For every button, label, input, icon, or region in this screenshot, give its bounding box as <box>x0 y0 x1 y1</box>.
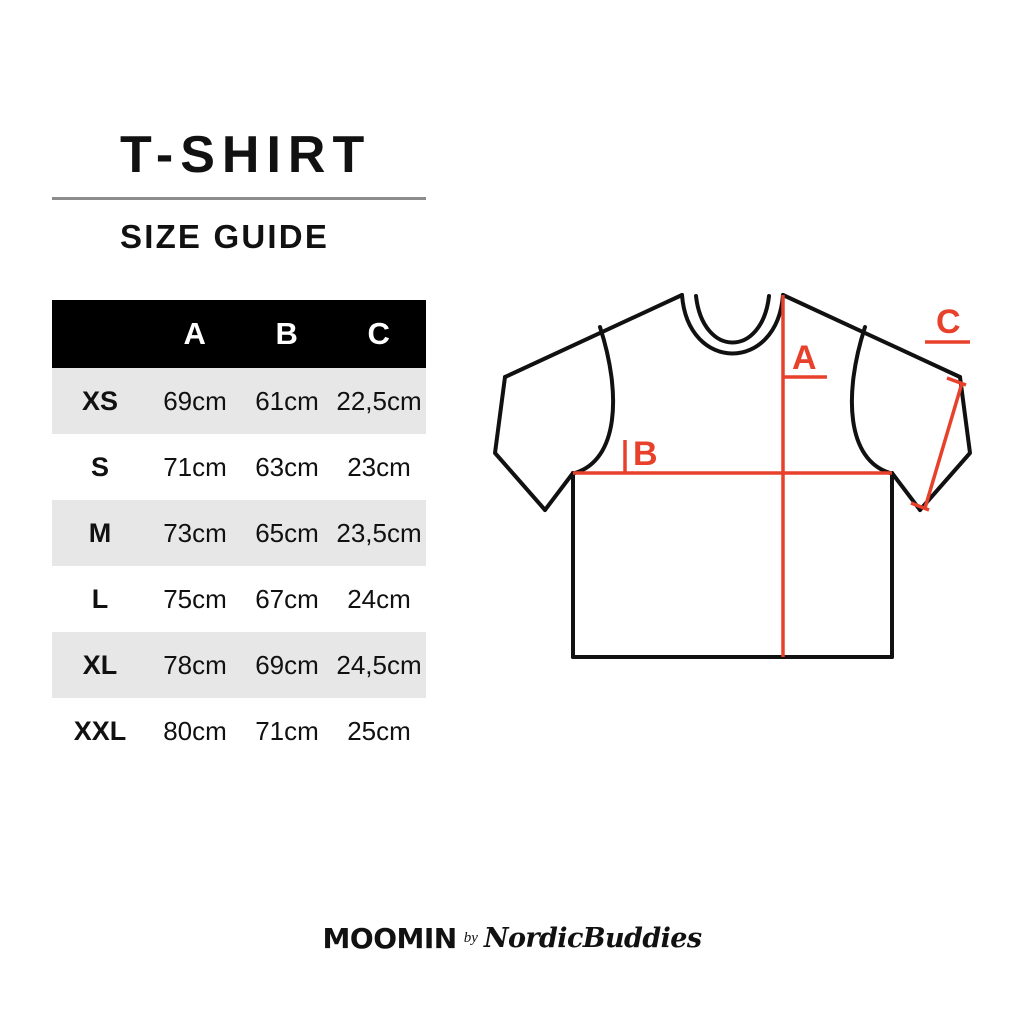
measure-cap-c-bottom <box>910 501 930 512</box>
size-table: A B C XS 69cm 61cm 22,5cm S 71cm 63cm 23… <box>52 300 426 764</box>
measurement-lines <box>573 295 970 657</box>
table-row: XXL 80cm 71cm 25cm <box>52 698 426 764</box>
row-value-a: 69cm <box>163 385 227 416</box>
row-value-c: 25cm <box>347 715 411 746</box>
row-value-a: 71cm <box>163 451 227 482</box>
title-block: T-SHIRT SIZE GUIDE <box>52 128 426 256</box>
column-header-b: B <box>275 316 299 351</box>
row-size-label: L <box>91 583 109 614</box>
table-row: XS 69cm 61cm 22,5cm <box>52 368 426 434</box>
table-header: A B C <box>52 300 426 368</box>
row-size-label: XL <box>82 649 118 680</box>
column-header-a: A <box>183 316 207 351</box>
table-row: M 73cm 65cm 23,5cm <box>52 500 426 566</box>
row-value-c: 23cm <box>347 451 411 482</box>
row-value-c: 23,5cm <box>336 517 422 548</box>
row-value-c: 24cm <box>347 583 411 614</box>
row-value-c: 24,5cm <box>336 649 422 680</box>
row-size-label: XS <box>81 385 119 416</box>
footer-logo: MOOMIN by NordicBuddies <box>0 922 1024 955</box>
row-value-c: 22,5cm <box>336 385 422 416</box>
table-row: L 75cm 67cm 24cm <box>52 566 426 632</box>
row-value-b: 61cm <box>255 385 319 416</box>
row-value-b: 71cm <box>255 715 319 746</box>
table-row: S 71cm 63cm 23cm <box>52 434 426 500</box>
measure-label-a: A <box>792 339 817 377</box>
row-value-a: 80cm <box>163 715 227 746</box>
title-divider <box>52 196 426 200</box>
row-size-label: S <box>90 451 109 482</box>
measure-label-b: B <box>633 435 658 473</box>
row-size-label: XXL <box>73 715 127 746</box>
brand-nordic-buddies: NordicBuddies <box>483 923 702 954</box>
measure-line-c <box>923 382 964 509</box>
measure-label-c: C <box>936 303 961 341</box>
page-subtitle: SIZE GUIDE <box>120 217 330 255</box>
row-value-a: 75cm <box>163 583 227 614</box>
brand-moomin: MOOMIN <box>322 922 458 955</box>
row-size-label: M <box>88 517 112 548</box>
tshirt-diagram: A B C <box>470 265 1010 685</box>
row-value-a: 73cm <box>163 517 227 548</box>
row-value-b: 67cm <box>255 583 319 614</box>
column-header-c: C <box>367 316 391 351</box>
table-row: XL 78cm 69cm 24,5cm <box>52 632 426 698</box>
brand-connector: by <box>463 930 478 946</box>
row-value-a: 78cm <box>163 649 227 680</box>
tshirt-outline-icon <box>493 293 972 659</box>
row-value-b: 65cm <box>255 517 319 548</box>
table-header-row: A B C <box>52 300 426 368</box>
page-title: T-SHIRT <box>120 126 372 184</box>
row-value-b: 69cm <box>255 649 319 680</box>
table-body: XS 69cm 61cm 22,5cm S 71cm 63cm 23cm M 7… <box>52 368 426 764</box>
column-header-size <box>52 300 148 368</box>
measure-cap-c-top <box>946 376 967 387</box>
row-value-b: 63cm <box>255 451 319 482</box>
